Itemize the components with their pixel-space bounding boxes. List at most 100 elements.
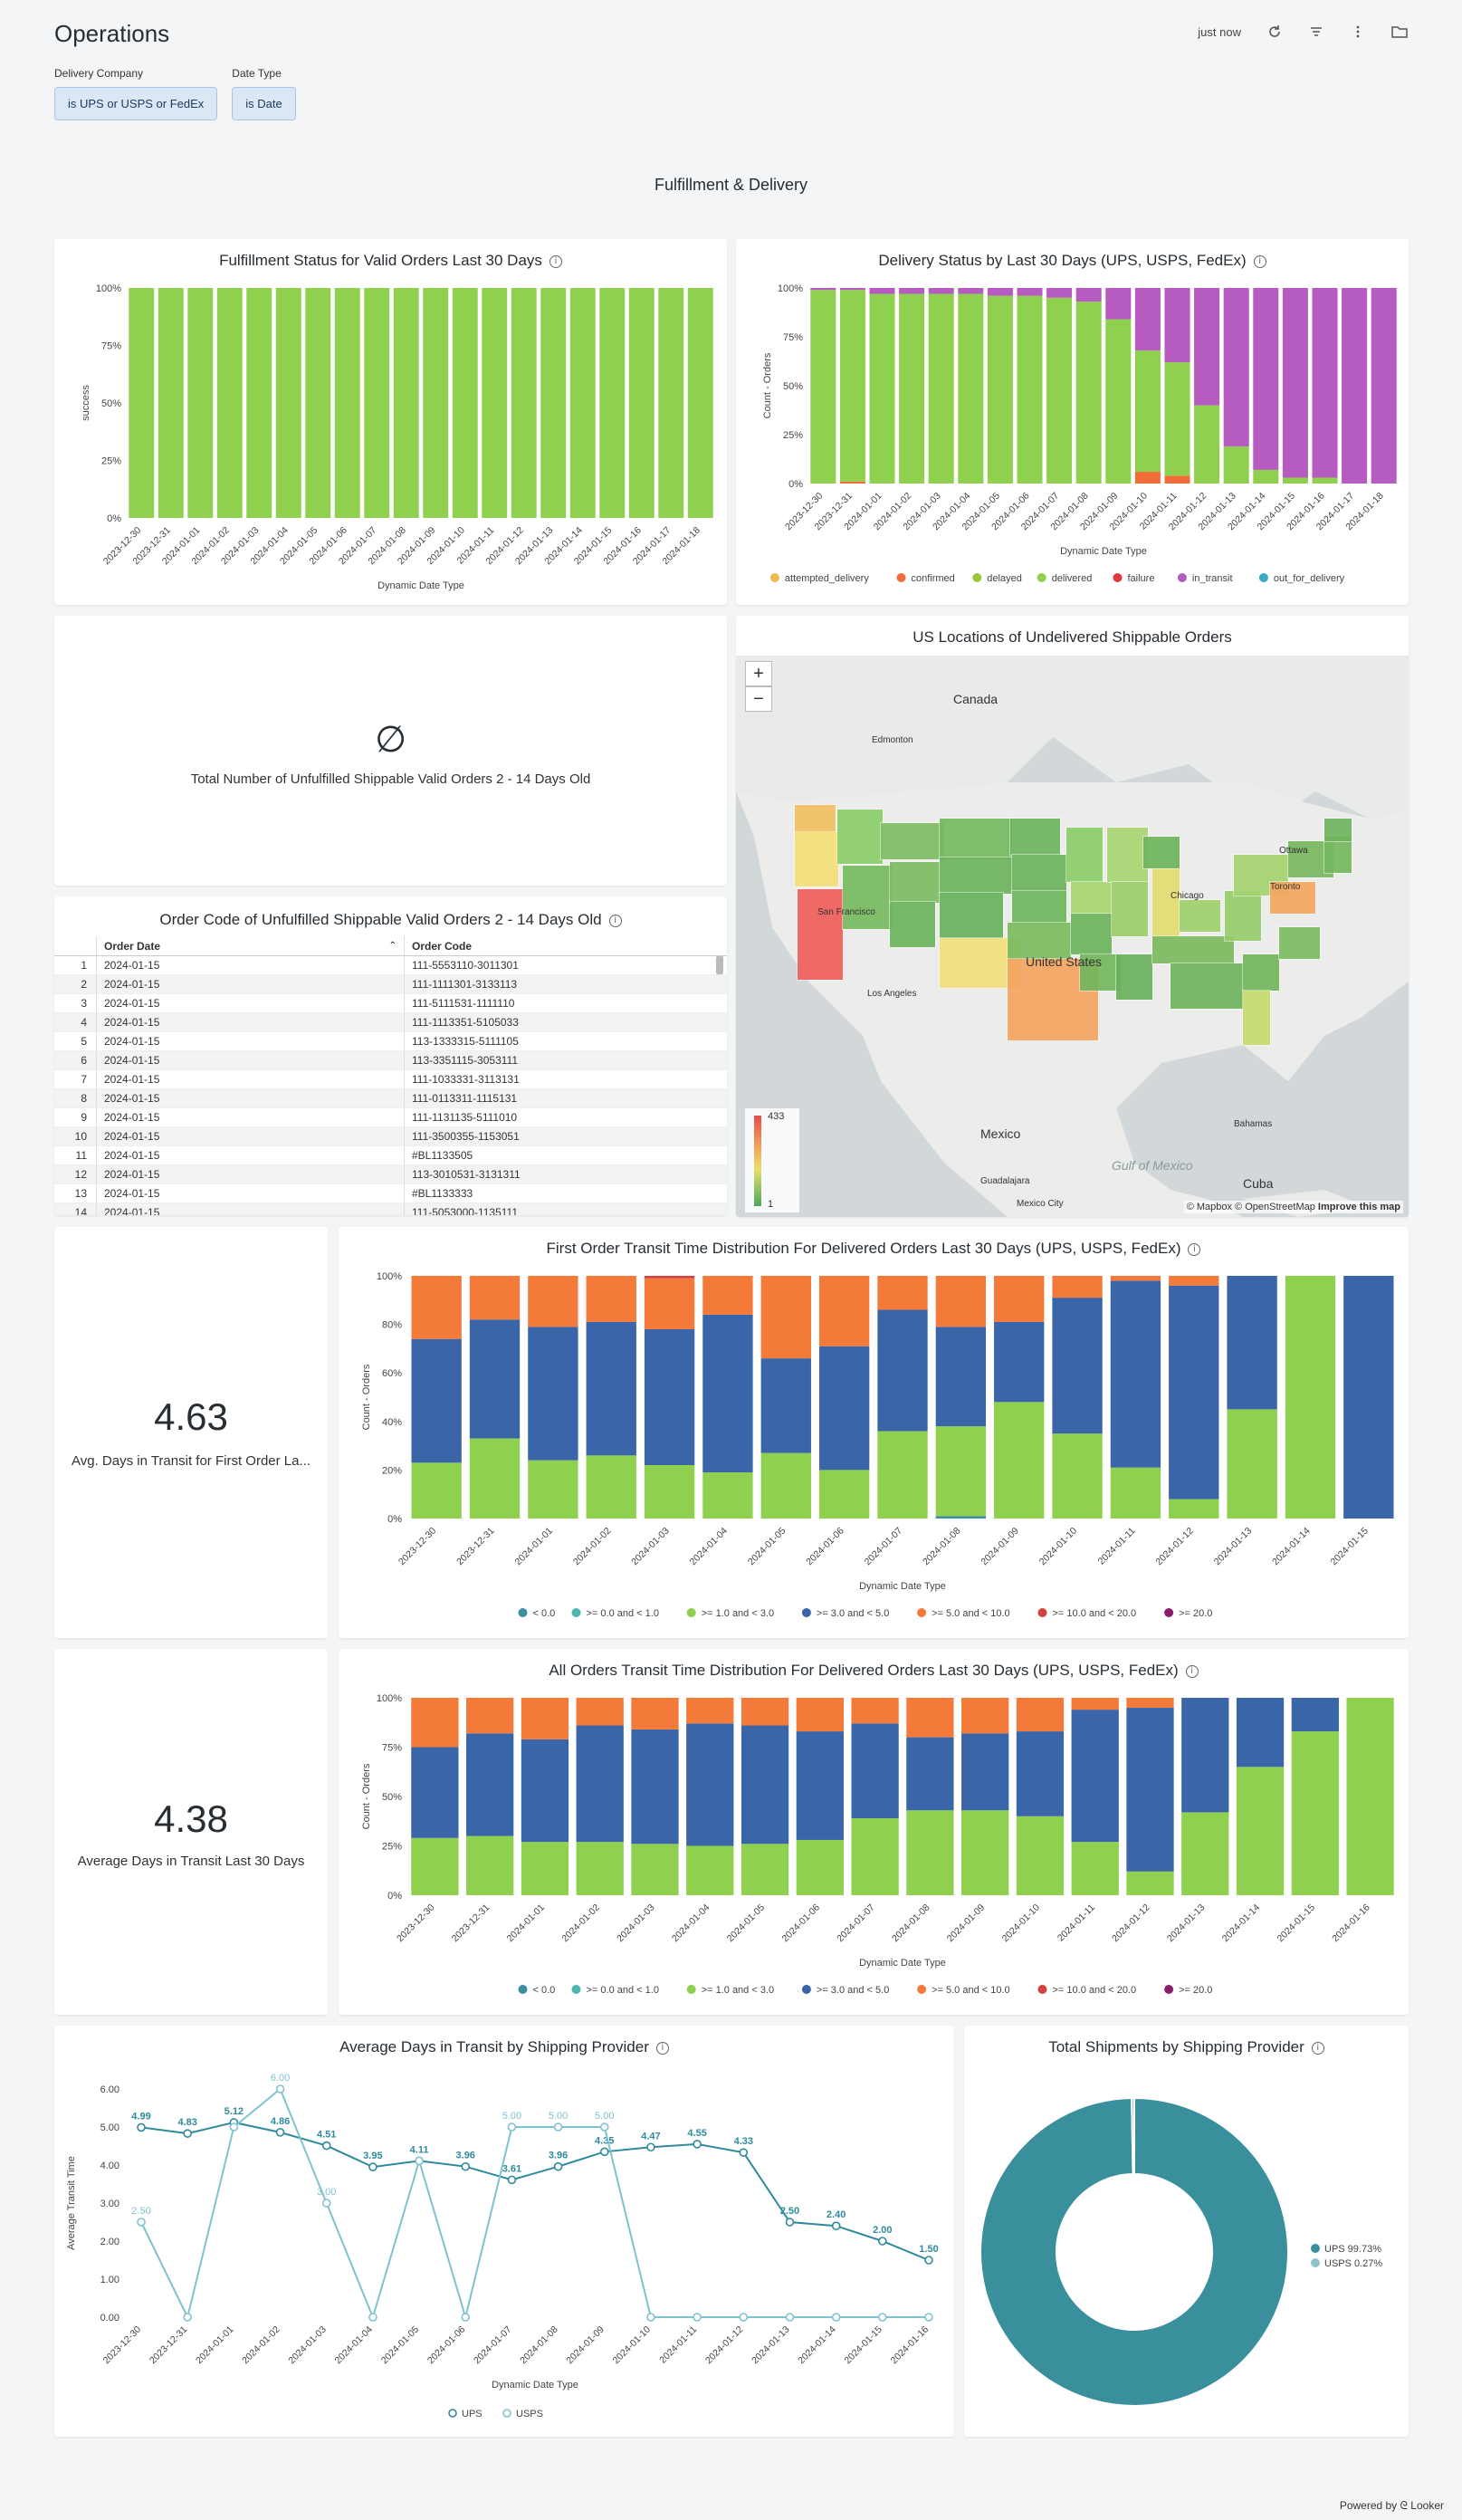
map-state-region[interactable] <box>1224 890 1262 942</box>
info-icon[interactable]: i <box>1311 2041 1324 2055</box>
table-row[interactable]: 10 2024-01-15 111-3500355-1153051 <box>54 1127 727 1146</box>
row-number: 12 <box>74 1168 87 1181</box>
order-date-cell: 2024-01-15 <box>96 1127 404 1145</box>
table-scrollbar[interactable] <box>716 956 723 974</box>
table-row[interactable]: 7 2024-01-15 111-1033331-3113131 <box>54 1070 727 1089</box>
filter-icon[interactable] <box>1308 24 1324 40</box>
map-state-region[interactable] <box>1242 953 1280 992</box>
map-state-region[interactable] <box>794 831 839 887</box>
map-state-region[interactable] <box>939 892 1004 939</box>
column-header-order-code[interactable]: Order Code <box>404 936 727 955</box>
order-code-cell: 111-5053000-1135111 <box>404 1203 727 1215</box>
info-icon[interactable]: i <box>655 2041 669 2055</box>
table-row[interactable]: 2 2024-01-15 111-1111301-3133113 <box>54 975 727 994</box>
tile-title: Average Days in Transit by Shipping Prov… <box>54 2038 954 2056</box>
map-state-region[interactable] <box>1106 827 1149 883</box>
map-state-region[interactable] <box>1007 922 1072 960</box>
map-state-region[interactable] <box>1323 836 1352 874</box>
x-tick-label: 2024-01-03 <box>629 1526 672 1568</box>
map-state-region[interactable] <box>1179 899 1221 933</box>
map-state-region[interactable] <box>1070 881 1113 915</box>
info-icon[interactable]: i <box>549 254 562 268</box>
column-header-order-date[interactable]: Order Date ⌃ <box>96 936 404 955</box>
map-state-region[interactable] <box>1079 953 1122 992</box>
zoom-out-button[interactable]: − <box>745 686 772 712</box>
map-state-region[interactable] <box>1278 926 1321 960</box>
map-state-region[interactable] <box>1142 836 1180 869</box>
info-icon[interactable]: i <box>1185 1664 1199 1678</box>
legend-label: >= 5.0 and < 10.0 <box>932 1608 1010 1619</box>
map-state-region[interactable] <box>1009 818 1061 856</box>
bar-segment <box>1371 288 1397 484</box>
table-row[interactable]: 11 2024-01-15 #BL1133505 <box>54 1146 727 1165</box>
map-state-region[interactable] <box>880 822 945 860</box>
info-icon[interactable]: i <box>608 914 622 927</box>
data-point <box>415 2156 424 2166</box>
order-table-tile: Order Code of Unfulfilled Shippable Vali… <box>54 896 727 1215</box>
zoom-in-button[interactable]: + <box>745 661 772 686</box>
info-icon[interactable]: i <box>1188 1242 1201 1256</box>
bar-segment <box>1052 1276 1103 1298</box>
y-axis-label: Average Transit Time <box>66 2156 77 2250</box>
map-state-region[interactable] <box>797 888 844 981</box>
map-state-region[interactable] <box>1065 827 1104 883</box>
filter-chip[interactable]: is Date <box>232 87 296 120</box>
delivery-tile: Delivery Status by Last 30 Days (UPS, US… <box>736 239 1409 605</box>
tile-title: Fulfillment Status for Valid Orders Last… <box>54 252 727 270</box>
table-row[interactable]: 8 2024-01-15 111-0113311-1115131 <box>54 1089 727 1108</box>
table-row[interactable]: 4 2024-01-15 111-1113351-5105033 <box>54 1013 727 1032</box>
order-date-cell: 2024-01-15 <box>96 1146 404 1164</box>
map-state-region[interactable] <box>1011 890 1067 924</box>
legend-marker <box>972 573 982 582</box>
map-state-region[interactable] <box>842 865 893 930</box>
table-row[interactable]: 6 2024-01-15 113-3351115-3053111 <box>54 1051 727 1070</box>
folder-icon[interactable] <box>1391 24 1408 40</box>
map-state-region[interactable] <box>1111 881 1149 937</box>
map-state-region[interactable] <box>836 809 884 865</box>
more-icon[interactable] <box>1350 24 1366 40</box>
table-row[interactable]: 9 2024-01-15 111-1131135-5111010 <box>54 1108 727 1127</box>
x-tick-label: 2024-01-10 <box>1000 1902 1043 1945</box>
map-state-region[interactable] <box>889 861 941 904</box>
table-row[interactable]: 14 2024-01-15 111-5053000-1135111 <box>54 1203 727 1215</box>
x-tick-label: 2023-12-30 <box>101 2324 144 2367</box>
map-state-region[interactable] <box>939 857 1013 895</box>
table-row[interactable]: 12 2024-01-15 113-3010531-3131311 <box>54 1165 727 1184</box>
map-state-region[interactable] <box>1170 963 1244 1010</box>
row-number: 13 <box>74 1187 87 1200</box>
table-row[interactable]: 13 2024-01-15 #BL1133333 <box>54 1184 727 1203</box>
info-icon[interactable]: i <box>1253 254 1266 268</box>
x-tick-label: 2024-01-08 <box>890 1902 932 1945</box>
bar-segment <box>1312 288 1338 478</box>
table-row[interactable]: 3 2024-01-15 111-5111531-1111110 <box>54 994 727 1013</box>
first-order-avg-tile: 4.63 Avg. Days in Transit for First Orde… <box>54 1227 328 1638</box>
table-row[interactable]: 1 2024-01-15 111-5553110-3011301 <box>54 956 727 975</box>
table-row[interactable]: 5 2024-01-15 113-1333315-5111105 <box>54 1032 727 1051</box>
improve-map-link[interactable]: Improve this map <box>1317 1202 1400 1212</box>
filter-chip[interactable]: is UPS or USPS or FedEx <box>54 87 218 120</box>
bar-segment <box>1227 1409 1277 1519</box>
bar-segment <box>658 288 684 518</box>
map-state-region[interactable] <box>1151 867 1180 937</box>
map-state-region[interactable] <box>1323 818 1352 842</box>
map-state-region[interactable] <box>794 804 836 835</box>
map-state-region[interactable] <box>1115 953 1153 1001</box>
bar-segment <box>466 1835 514 1895</box>
map-state-region[interactable] <box>1070 913 1113 955</box>
bar-segment <box>521 1698 569 1739</box>
bar-segment <box>1126 1871 1174 1895</box>
map-state-region[interactable] <box>939 818 1013 860</box>
tick-label: 100% <box>377 1693 402 1704</box>
bar-segment <box>851 1723 899 1818</box>
map-state-region[interactable] <box>1011 854 1067 892</box>
order-table: Order Date ⌃ Order Code 1 2024-01-15 111-55… <box>54 936 727 1215</box>
bar-segment <box>466 1733 514 1836</box>
map-state-region[interactable] <box>1242 990 1271 1046</box>
data-point <box>321 2141 331 2151</box>
refresh-icon[interactable] <box>1266 24 1283 40</box>
map-state-region[interactable] <box>1151 935 1235 964</box>
map-state-region[interactable] <box>1269 881 1316 915</box>
map-canvas[interactable]: 433 1 + − © Mapbox © OpenStreetMap Impro… <box>736 656 1409 1217</box>
map-state-region[interactable] <box>889 901 936 948</box>
bar-segment <box>576 1842 624 1895</box>
